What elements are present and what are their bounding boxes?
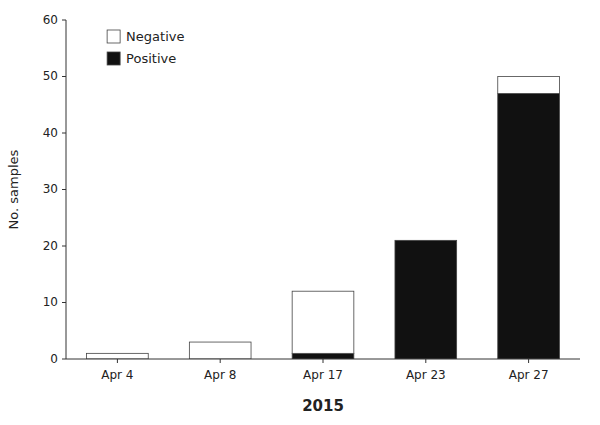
bar-segment: [395, 240, 457, 359]
legend-swatch: [107, 30, 120, 43]
x-tick-label: Apr 23: [406, 368, 446, 382]
y-tick: [62, 76, 66, 77]
y-tick-label: 0: [50, 352, 58, 366]
legend-label: Negative: [126, 29, 184, 44]
bar-segment: [189, 342, 251, 359]
y-tick-label: 30: [43, 182, 58, 196]
x-tick-label: Apr 4: [101, 368, 133, 382]
y-tick-label: 10: [43, 295, 58, 309]
x-tick-label: Apr 17: [303, 368, 343, 382]
bar-segment: [498, 93, 560, 359]
bar-segment: [498, 77, 560, 94]
x-tick: [117, 359, 118, 363]
y-tick: [62, 246, 66, 247]
bars: [87, 77, 560, 360]
bar-segment: [87, 353, 149, 359]
y-tick-label: 40: [43, 126, 58, 140]
x-tick-label: Apr 27: [509, 368, 549, 382]
y-tick-label: 20: [43, 239, 58, 253]
bar-segment: [292, 353, 354, 359]
x-tick: [528, 359, 529, 363]
y-tick: [62, 359, 66, 360]
legend-label: Positive: [126, 51, 176, 66]
y-tick-label: 50: [43, 69, 58, 83]
y-axis-label: No. samples: [6, 149, 21, 229]
y-tick: [62, 302, 66, 303]
x-tick: [323, 359, 324, 363]
chart: 0 10 20 30 40 50 60 Apr 4 Apr 8 Apr 17 Apr 23 Apr 2…: [0, 0, 600, 425]
y-tick: [62, 189, 66, 190]
x-axis-label: 2015: [302, 397, 344, 415]
bar-segment: [292, 291, 354, 353]
bar-segment: [395, 240, 457, 241]
y-tick: [62, 20, 66, 21]
legend: Negative Positive: [107, 29, 184, 66]
y-tick-label: 60: [43, 13, 58, 27]
x-tick: [220, 359, 221, 363]
legend-swatch: [107, 52, 120, 65]
x-tick: [425, 359, 426, 363]
y-tick: [62, 133, 66, 134]
x-tick-label: Apr 8: [204, 368, 236, 382]
